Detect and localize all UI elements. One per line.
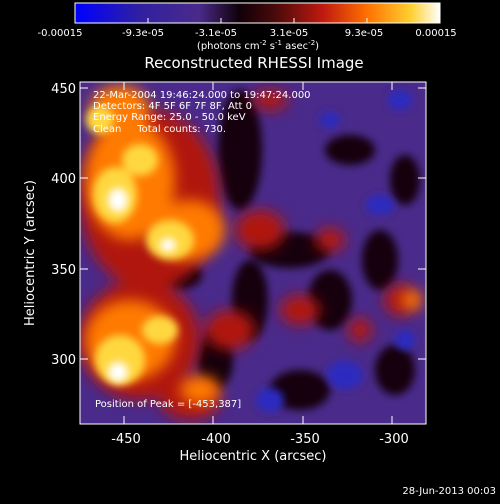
colorbar-tick-label: -3.1e-05 — [195, 28, 237, 39]
colorbar-tick-label: -9.3e-05 — [122, 28, 164, 39]
colorbar-tick-label: -0.00015 — [38, 28, 83, 39]
colorbar-tick-label: 3.1e-05 — [270, 28, 308, 39]
y-axis-ticks — [80, 87, 426, 360]
x-tick-label: -400 — [201, 432, 231, 447]
info-line-energy: Energy Range: 25.0 - 50.0 keV — [93, 112, 246, 123]
colorbar-unit-label: (photons cm-2 s-1 asec-2) — [197, 39, 319, 52]
x-axis-ticks — [123, 82, 393, 424]
y-axis-label: Heliocentric Y (arcsec) — [23, 180, 38, 326]
rhessi-image — [80, 82, 426, 424]
y-tick-label: 350 — [51, 263, 76, 278]
colorbar-gradient — [74, 2, 441, 24]
plot-frame — [79, 81, 427, 425]
peak-position-label: Position of Peak = [-453,387] — [95, 399, 241, 410]
colorbar-tick-label: 0.00015 — [415, 28, 456, 39]
info-line-clean: Clean Total counts: 730. — [93, 124, 226, 135]
info-line-time: 22-Mar-2004 19:46:24.000 to 19:47:24.000 — [93, 90, 311, 101]
colorbar-tick-labels: -0.00015 -9.3e-05 -3.1e-05 3.1e-05 9.3e-… — [38, 28, 457, 39]
y-tick-label: 450 — [51, 82, 76, 97]
image-title: Reconstructed RHESSI Image — [144, 54, 363, 72]
y-tick-label: 400 — [51, 172, 76, 187]
y-tick-labels: 300 350 400 450 — [51, 82, 76, 368]
x-tick-labels: -450 -400 -350 -300 — [111, 432, 409, 447]
x-tick-label: -350 — [290, 432, 320, 447]
footer-date: 28-Jun-2013 00:03 — [402, 486, 496, 497]
info-line-detectors: Detectors: 4F 5F 6F 7F 8F, Att 0 — [93, 101, 252, 112]
x-axis-label: Heliocentric X (arcsec) — [180, 449, 327, 464]
colorbar-ticks — [74, 18, 441, 23]
x-tick-label: -300 — [379, 432, 409, 447]
x-tick-label: -450 — [111, 432, 141, 447]
observation-info: 22-Mar-2004 19:46:24.000 to 19:47:24.000… — [93, 90, 311, 135]
y-tick-label: 300 — [51, 353, 76, 368]
colorbar-tick-label: 9.3e-05 — [345, 28, 383, 39]
